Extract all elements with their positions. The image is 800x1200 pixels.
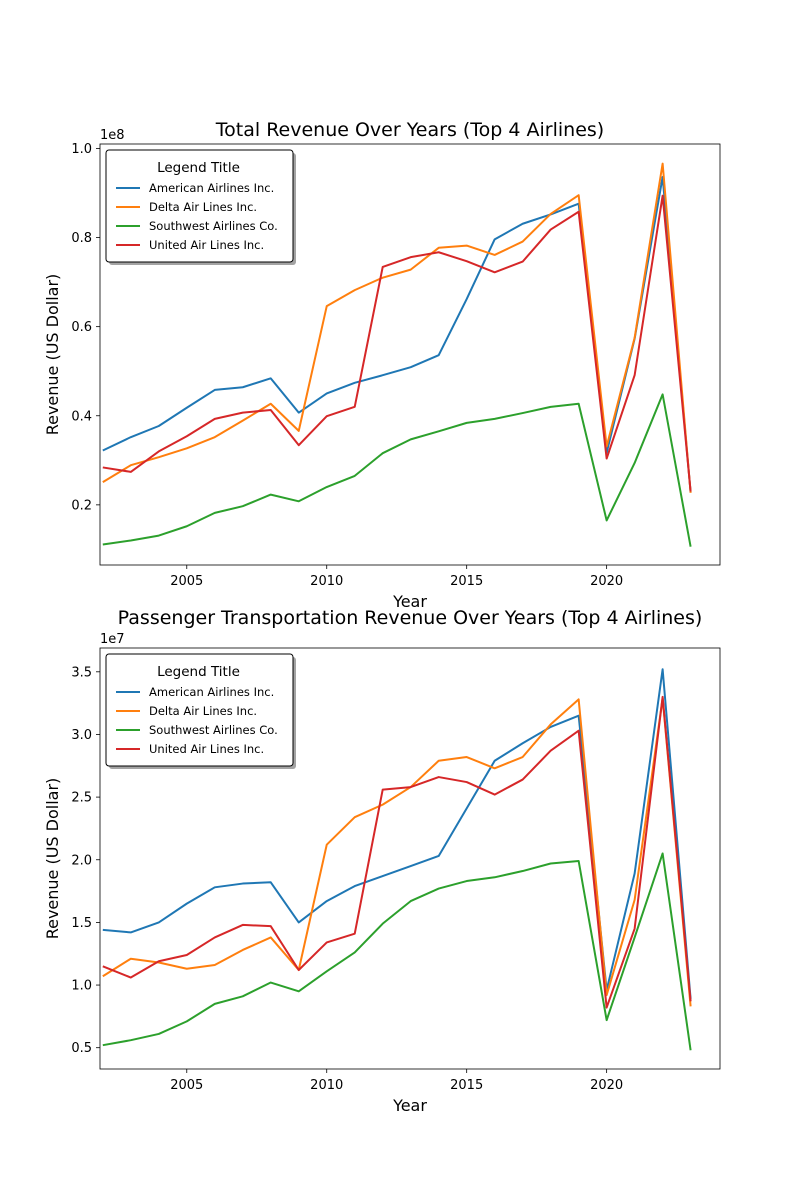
series-line-southwest-airlines-co bbox=[102, 852, 692, 1051]
legend-title: Legend Title bbox=[157, 664, 240, 680]
y-tick-label: 0.2 bbox=[71, 498, 92, 513]
legend-entry: Delta Air Lines Inc. bbox=[149, 704, 257, 718]
x-tick-label: 2015 bbox=[450, 574, 483, 589]
legend: Legend Title American Airlines Inc. Delta … bbox=[105, 149, 296, 265]
legend-entry: United Air Lines Inc. bbox=[149, 742, 264, 756]
chart-title: Total Revenue Over Years (Top 4 Airlines… bbox=[215, 119, 604, 141]
x-tick-label: 2015 bbox=[450, 1078, 483, 1093]
x-tick-label: 2010 bbox=[310, 1078, 343, 1093]
x-tick-label: 2010 bbox=[310, 574, 343, 589]
x-axis-title: Year bbox=[392, 592, 427, 611]
y-offset-label: 1e7 bbox=[100, 632, 125, 647]
chart-panel-1: Total Revenue Over Years (Top 4 Airlines… bbox=[43, 119, 721, 611]
legend-entry: Southwest Airlines Co. bbox=[149, 723, 278, 737]
y-tick-label: 1.0 bbox=[71, 979, 92, 994]
axes-frame bbox=[99, 143, 721, 566]
chart-panel-2: Passenger Transportation Revenue Over Ye… bbox=[43, 607, 721, 1115]
series-line-delta-air-lines-inc bbox=[102, 162, 692, 493]
series-line-delta-air-lines-inc bbox=[102, 697, 692, 1007]
x-tick-label: 2020 bbox=[590, 574, 623, 589]
y-tick-label: 0.6 bbox=[71, 320, 92, 335]
y-tick-label: 3.0 bbox=[71, 728, 92, 743]
legend-entry: American Airlines Inc. bbox=[149, 685, 274, 699]
y-tick-label: 3.5 bbox=[71, 665, 92, 680]
series-line-united-air-lines-inc bbox=[102, 695, 692, 1009]
y-tick-label: 0.4 bbox=[71, 409, 92, 424]
x-tick-label: 2020 bbox=[590, 1078, 623, 1093]
y-tick-label: 1.0 bbox=[71, 142, 92, 157]
legend-box bbox=[105, 149, 294, 263]
series-line-southwest-airlines-co bbox=[102, 393, 692, 547]
y-tick-label: 2.0 bbox=[71, 853, 92, 868]
y-tick-label: 0.5 bbox=[71, 1041, 92, 1056]
y-tick-label: 1.5 bbox=[71, 916, 92, 931]
y-offset-label: 1e8 bbox=[100, 128, 125, 143]
axes-frame bbox=[99, 647, 721, 1070]
legend-entry: American Airlines Inc. bbox=[149, 181, 274, 195]
series-line-united-air-lines-inc bbox=[102, 194, 692, 492]
legend-entry: Southwest Airlines Co. bbox=[149, 219, 278, 233]
y-axis-title: Revenue (US Dollar) bbox=[43, 778, 62, 940]
x-axis-title: Year bbox=[392, 1096, 427, 1115]
x-tick-label: 2005 bbox=[170, 574, 203, 589]
legend-box bbox=[105, 653, 294, 767]
chart-title: Passenger Transportation Revenue Over Ye… bbox=[118, 607, 703, 629]
legend: Legend Title American Airlines Inc. Delta … bbox=[105, 653, 296, 769]
y-tick-label: 2.5 bbox=[71, 791, 92, 806]
y-tick-label: 0.8 bbox=[71, 231, 92, 246]
x-tick-label: 2005 bbox=[170, 1078, 203, 1093]
legend-entry: Delta Air Lines Inc. bbox=[149, 200, 257, 214]
legend-entry: United Air Lines Inc. bbox=[149, 238, 264, 252]
y-axis-title: Revenue (US Dollar) bbox=[43, 274, 62, 436]
legend-title: Legend Title bbox=[157, 160, 240, 176]
